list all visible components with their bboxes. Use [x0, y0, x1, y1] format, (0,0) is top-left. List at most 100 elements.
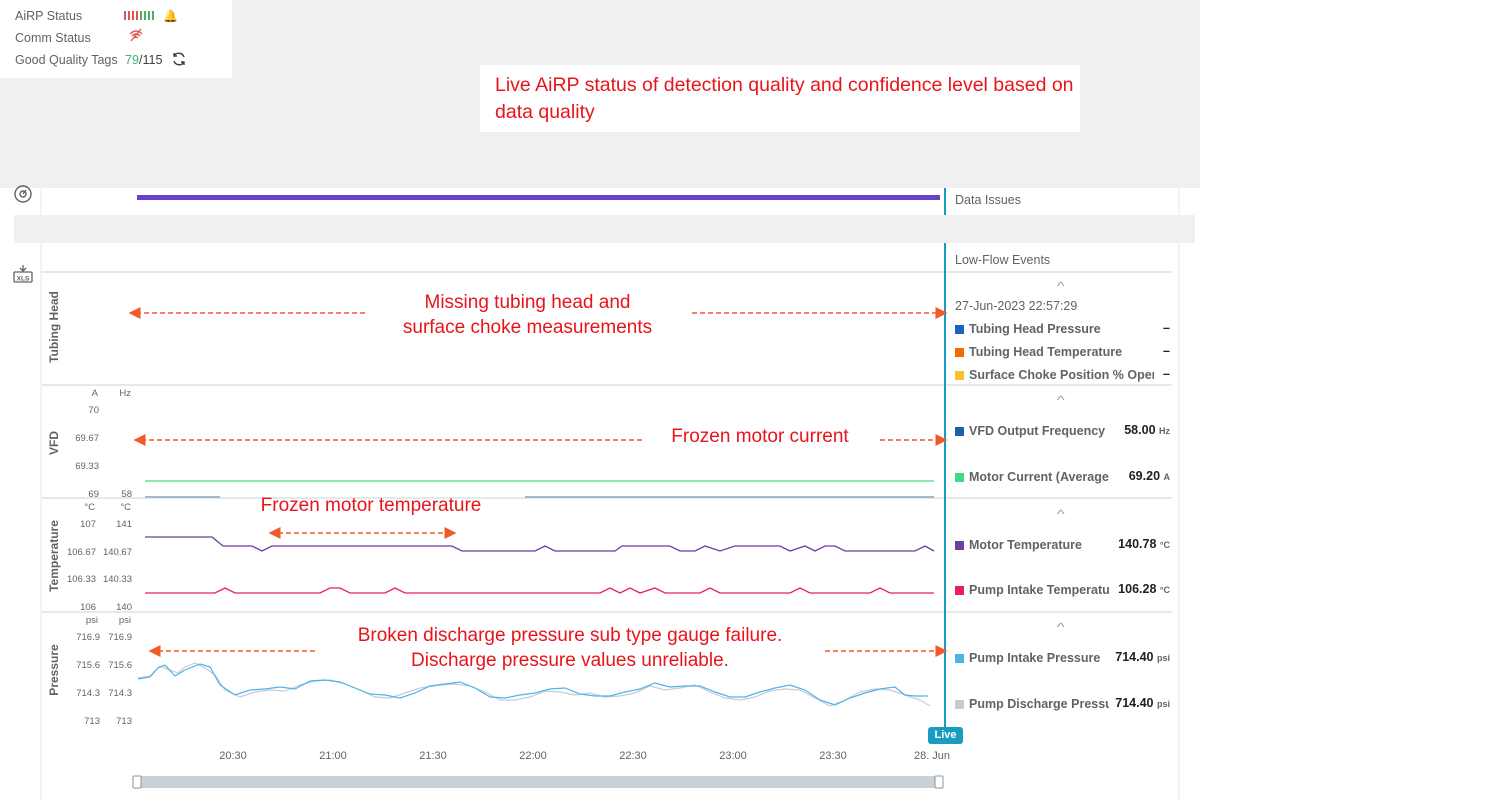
legend-row-temperature[interactable]: Motor Temperature 140.78 °C: [955, 537, 1170, 553]
legend-row-temperature[interactable]: Pump Intake Temperature 106.28 °C: [955, 582, 1170, 598]
legend-series-value: –: [1163, 321, 1170, 335]
pressure-unit-right: psi: [118, 615, 131, 626]
legend-series-name: Motor Current (Average): [969, 470, 1109, 484]
airp-status-segment: [128, 11, 130, 20]
legend-series-name: Pump Intake Temperature: [969, 583, 1109, 597]
legend-color-swatch: [955, 473, 964, 482]
data-issue-event-bar[interactable]: [137, 195, 940, 200]
section-title-tubing-head: Tubing Head: [47, 291, 61, 363]
vfd-tick-right: 58: [121, 489, 132, 500]
x-axis-tick: 23:00: [719, 750, 747, 762]
pressure-tick-right: 715.6: [108, 660, 132, 671]
good-tags-count: 79: [125, 53, 139, 67]
scrollbar-left-handle[interactable]: [132, 775, 142, 789]
section-title-pressure: Pressure: [47, 644, 61, 696]
x-axis-tick: 21:00: [319, 750, 347, 762]
temperature-unit-left: °C: [84, 502, 95, 513]
legend-series-value: 714.40 psi: [1115, 650, 1170, 664]
temperature-tick-right: 140.67: [102, 547, 132, 558]
legend-row-tubing[interactable]: Surface Choke Position % Open –: [955, 367, 1170, 383]
callout-box: [480, 65, 1080, 132]
airp-status-segment: [132, 11, 134, 20]
legend-color-swatch: [955, 348, 964, 357]
vfd-unit-left: A: [91, 388, 98, 399]
pump-intake-pressure-line: [137, 663, 928, 706]
redaction-band: [14, 215, 1195, 243]
legend-series-name: Tubing Head Pressure: [969, 322, 1101, 336]
legend-color-swatch: [955, 654, 964, 663]
legend-series-value: –: [1163, 344, 1170, 358]
time-scrollbar[interactable]: [137, 776, 942, 788]
section-title-vfd: VFD: [47, 431, 61, 455]
airp-status-segment: [144, 11, 146, 20]
svg-text:XLS: XLS: [17, 276, 30, 283]
temperature-tick-right: 141: [116, 519, 132, 530]
annotation-temperature: Frozen motor temperature: [260, 495, 482, 516]
expand-caret-icon[interactable]: ^: [1056, 507, 1065, 521]
legend-row-pressure[interactable]: Pump Discharge Pressure 714.40 psi: [955, 696, 1170, 712]
vfd-unit-right: Hz: [119, 388, 131, 399]
x-axis-tick: 22:00: [519, 750, 547, 762]
airp-status-segment: [140, 11, 142, 20]
vfd-tick-left: 69: [88, 489, 99, 500]
legend-series-value: 69.20 A: [1128, 469, 1170, 483]
x-axis-tick: 28. Jun: [913, 750, 951, 762]
pressure-tick-left: 715.6: [76, 660, 100, 671]
temperature-tick-left: 106.33: [66, 574, 96, 585]
legend-series-name: Pump Intake Pressure: [969, 651, 1101, 665]
legend-row-tubing[interactable]: Tubing Head Temperature –: [955, 344, 1170, 360]
annotation-vfd: Frozen motor current: [671, 426, 849, 447]
xls-export-icon[interactable]: XLS: [12, 264, 34, 289]
legend-row-tubing[interactable]: Tubing Head Pressure –: [955, 321, 1170, 337]
airp-status-segment: [148, 11, 150, 20]
legend-row-pressure[interactable]: Pump Intake Pressure 714.40 psi: [955, 650, 1170, 666]
expand-caret-icon[interactable]: ^: [1056, 620, 1065, 634]
comm-status-icon[interactable]: [128, 27, 144, 48]
legend-row-vfd[interactable]: VFD Output Frequency 58.00 Hz: [955, 423, 1170, 439]
alert-icon: 🔔: [163, 9, 178, 23]
expand-caret-icon[interactable]: ^: [1056, 279, 1065, 293]
legend-series-name: VFD Output Frequency: [969, 424, 1106, 438]
annotation-pressure: Broken discharge pressure sub type gauge…: [357, 625, 783, 671]
low-flow-events-label: Low-Flow Events: [955, 253, 1051, 267]
good-tags-label: Good Quality Tags: [15, 53, 118, 67]
legend-row-vfd[interactable]: Motor Current (Average) 69.20 A: [955, 469, 1170, 485]
legend-series-name: Surface Choke Position % Open: [969, 368, 1154, 382]
section-separators: [42, 271, 1172, 613]
legend-color-swatch: [955, 586, 964, 595]
scrollbar-right-handle[interactable]: [934, 775, 944, 789]
vfd-tick-left: 70: [88, 405, 99, 416]
refresh-icon[interactable]: [171, 51, 187, 72]
legend-color-swatch: [955, 371, 964, 380]
legend-series-name: Pump Discharge Pressure: [969, 697, 1109, 711]
motor-temperature-line: [145, 536, 935, 552]
legend-series-value: 58.00 Hz: [1124, 423, 1170, 437]
live-badge-bg[interactable]: [928, 727, 963, 744]
temperature-tick-left: 107: [80, 519, 96, 530]
legend-timestamp: 27-Jun-2023 22:57:29: [955, 299, 1078, 313]
pump-intake-temperature-line: [145, 587, 934, 594]
callout-text: Live AiRP status of detection quality an…: [495, 74, 1074, 123]
temperature-unit-right: °C: [120, 502, 131, 513]
temperature-tick-right: 140: [116, 602, 132, 613]
x-axis-tick: 22:30: [619, 750, 647, 762]
x-axis-tick: 21:30: [419, 750, 447, 762]
live-badge[interactable]: Live: [934, 729, 957, 741]
section-title-temperature: Temperature: [47, 520, 61, 592]
expand-caret-icon[interactable]: ^: [1056, 393, 1065, 407]
gauge-icon[interactable]: [13, 184, 33, 209]
airp-status-segment: [124, 11, 126, 20]
pressure-tick-left: 714.3: [76, 688, 100, 699]
vfd-tick-left: 69.67: [75, 433, 99, 444]
temperature-tick-left: 106.67: [66, 547, 96, 558]
pressure-tick-left: 716.9: [76, 632, 100, 643]
temperature-tick-right: 140.33: [102, 574, 132, 585]
x-axis-tick: 20:30: [219, 750, 247, 762]
legend-series-name: Tubing Head Temperature: [969, 345, 1123, 359]
pressure-tick-right: 714.3: [108, 688, 132, 699]
x-axis-tick: 23:30: [819, 750, 847, 762]
airp-status-icon[interactable]: [124, 0, 164, 30]
legend-color-swatch: [955, 427, 964, 436]
vfd-tick-left: 69.33: [75, 461, 99, 472]
